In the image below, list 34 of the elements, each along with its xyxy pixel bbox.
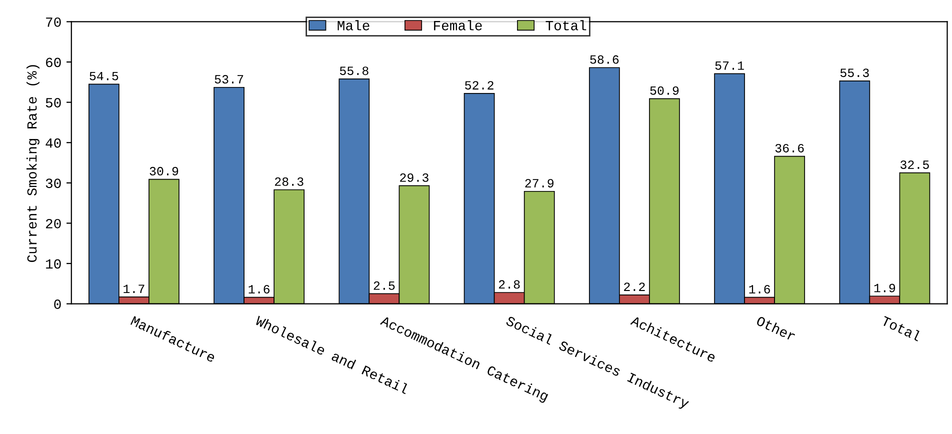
data-label: 29.3 — [400, 173, 428, 182]
data-label: 58.6 — [590, 55, 619, 64]
data-label: 2.8 — [498, 280, 520, 289]
data-label: 55.8 — [340, 66, 368, 76]
data-label: 36.6 — [775, 144, 804, 152]
legend-label: Total — [546, 20, 586, 30]
data-label: 50.9 — [650, 86, 679, 95]
data-label: 1.6 — [749, 285, 770, 294]
y-tick-label: 30 — [46, 178, 61, 188]
y-tick-label: 40 — [46, 138, 61, 148]
data-label: 53.7 — [214, 75, 244, 84]
data-label: 27.9 — [525, 179, 554, 188]
data-label: 1.9 — [874, 284, 896, 292]
data-label: 55.3 — [840, 68, 869, 78]
y-tick-label: 10 — [46, 259, 61, 269]
legend-label: Male — [338, 20, 370, 30]
data-label: 1.6 — [248, 285, 270, 294]
y-tick-label: 20 — [46, 218, 61, 228]
data-label: 2.5 — [374, 281, 395, 290]
legend-label: Female — [434, 20, 482, 30]
y-axis-title: Current Smoking Rate (%) — [26, 65, 40, 262]
y-tick-label: 60 — [46, 58, 61, 68]
data-label: 30.9 — [150, 166, 178, 176]
y-tick-label: 0 — [54, 300, 61, 309]
y-tick-label: 70 — [46, 17, 61, 27]
data-label: 28.3 — [274, 177, 304, 186]
data-label: 52.2 — [465, 81, 494, 90]
data-label: 2.2 — [624, 282, 645, 291]
x-tick-label: Other — [756, 315, 796, 342]
y-tick-label: 50 — [46, 98, 61, 108]
data-label: 32.5 — [900, 160, 929, 169]
data-label: 57.1 — [715, 61, 744, 70]
data-label: 1.7 — [124, 284, 144, 293]
data-label: 54.5 — [90, 72, 118, 80]
